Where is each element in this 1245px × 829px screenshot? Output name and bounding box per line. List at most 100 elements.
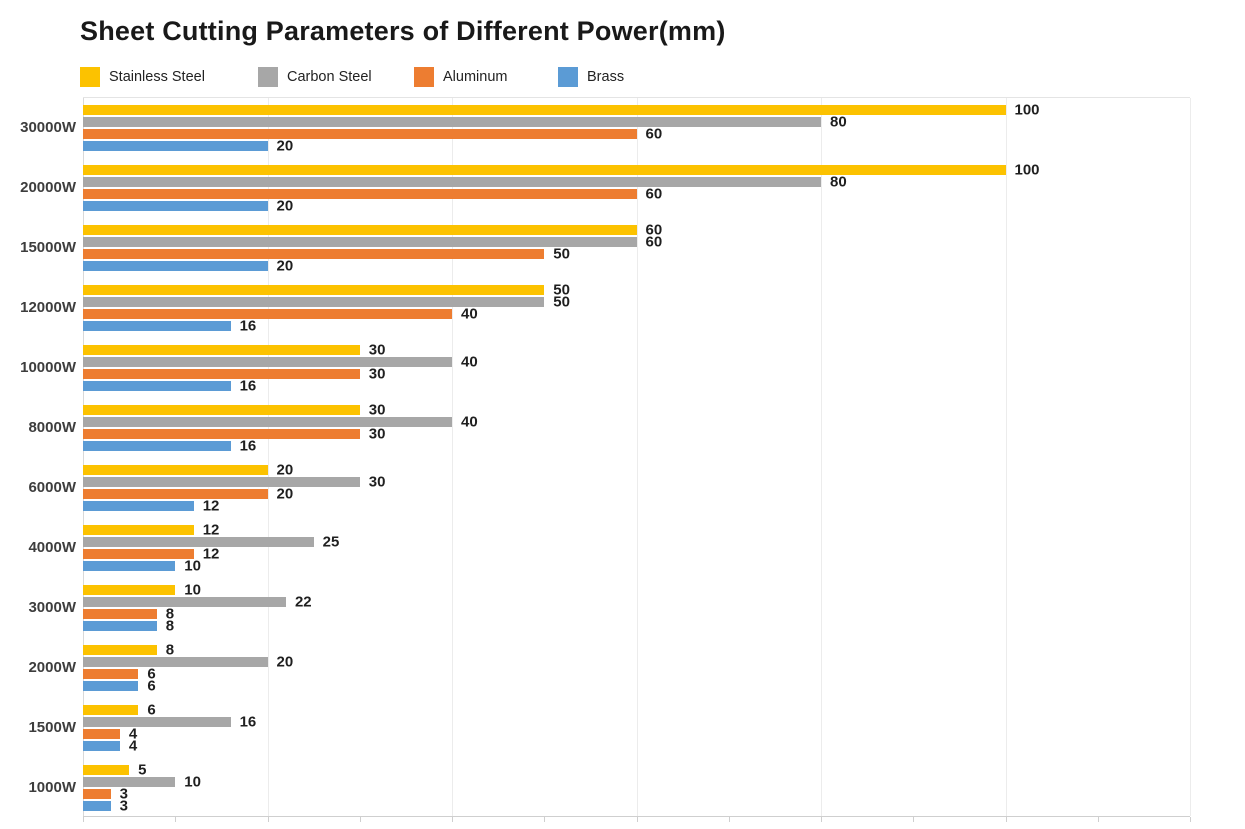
x-axis-tick xyxy=(821,817,822,822)
bar-carbon-steel-10000w[interactable] xyxy=(83,357,452,367)
value-label: 60 xyxy=(645,221,663,239)
bar-brass-6000w[interactable] xyxy=(83,501,194,511)
bar-brass-10000w[interactable] xyxy=(83,381,231,391)
gridline-x-60 xyxy=(636,98,638,816)
bar-brass-30000w[interactable] xyxy=(83,141,268,151)
value-label: 5 xyxy=(138,761,147,779)
value-label: 80 xyxy=(830,113,847,131)
bar-row: 20 xyxy=(83,653,1190,671)
bar-brass-4000w[interactable] xyxy=(83,561,176,571)
value-label: 8 xyxy=(165,605,175,623)
bar-row: 60 xyxy=(83,221,1190,239)
bar-carbon-steel-8000w[interactable] xyxy=(83,417,452,427)
bar-stainless-steel-30000w[interactable] xyxy=(83,105,1006,115)
bar-carbon-steel-15000w[interactable] xyxy=(83,237,637,247)
bar-carbon-steel-4000w[interactable] xyxy=(83,537,314,547)
bar-row: 100 xyxy=(83,103,1190,118)
bar-carbon-steel-6000w[interactable] xyxy=(83,477,360,487)
bar-carbon-steel-3000w[interactable] xyxy=(83,597,286,607)
category-label-1000w: 1000W xyxy=(28,778,76,796)
bar-row: 10 xyxy=(83,559,1190,574)
bar-group-20000w: 100 80 60 20 xyxy=(83,158,1190,218)
bar-group-10000w: 30 40 30 16 xyxy=(83,338,1190,398)
bar-brass-3000w[interactable] xyxy=(83,621,157,631)
bar-group-3000w: 10 22 8 8 xyxy=(83,578,1190,638)
bar-stainless-steel-1500w[interactable] xyxy=(83,705,139,715)
value-label: 40 xyxy=(461,413,478,431)
value-label: 6 xyxy=(147,665,156,683)
value-label: 20 xyxy=(276,653,294,671)
bar-brass-8000w[interactable] xyxy=(83,441,231,451)
bar-brass-15000w[interactable] xyxy=(83,261,268,271)
bar-brass-1000w[interactable] xyxy=(83,801,111,811)
x-axis-tick xyxy=(1190,817,1191,822)
bar-carbon-steel-30000w[interactable] xyxy=(83,117,821,127)
bar-stainless-steel-3000w[interactable] xyxy=(83,585,176,595)
value-label: 10 xyxy=(184,581,201,599)
bar-row: 40 xyxy=(83,305,1190,323)
bar-row: 30 xyxy=(83,427,1190,442)
bar-aluminum-8000w[interactable] xyxy=(83,429,360,439)
bar-row: 12 xyxy=(83,499,1190,514)
legend-label: Aluminum xyxy=(443,69,508,86)
bar-aluminum-3000w[interactable] xyxy=(83,609,157,619)
bar-row: 8 xyxy=(83,643,1190,658)
bar-group-6000w: 20 30 20 12 xyxy=(83,458,1190,518)
bar-stainless-steel-2000w[interactable] xyxy=(83,645,157,655)
bar-row: 4 xyxy=(83,727,1190,742)
chart-title: Sheet Cutting Parameters of Different Po… xyxy=(80,16,726,46)
value-label: 40 xyxy=(461,305,478,323)
bar-aluminum-6000w[interactable] xyxy=(83,489,268,499)
bar-carbon-steel-12000w[interactable] xyxy=(83,297,545,307)
bar-aluminum-10000w[interactable] xyxy=(83,369,360,379)
bar-aluminum-2000w[interactable] xyxy=(83,669,139,679)
value-label: 20 xyxy=(276,137,294,155)
bar-carbon-steel-20000w[interactable] xyxy=(83,177,821,187)
bar-aluminum-12000w[interactable] xyxy=(83,309,452,319)
bar-stainless-steel-20000w[interactable] xyxy=(83,165,1006,175)
bar-row: 30 xyxy=(83,403,1190,418)
bar-stainless-steel-6000w[interactable] xyxy=(83,465,268,475)
bar-carbon-steel-1000w[interactable] xyxy=(83,777,176,787)
bar-row: 40 xyxy=(83,355,1190,370)
legend-item-carbon-steel[interactable]: Carbon Steel xyxy=(258,66,414,88)
bar-stainless-steel-8000w[interactable] xyxy=(83,405,360,415)
bar-stainless-steel-1000w[interactable] xyxy=(83,765,130,775)
bar-stainless-steel-12000w[interactable] xyxy=(83,285,545,295)
bar-aluminum-4000w[interactable] xyxy=(83,549,194,559)
bar-aluminum-15000w[interactable] xyxy=(83,249,545,259)
bar-group-12000w: 50 50 40 16 xyxy=(83,278,1190,338)
legend-item-brass[interactable]: Brass xyxy=(558,66,624,88)
bar-aluminum-30000w[interactable] xyxy=(83,129,637,139)
bar-row: 40 xyxy=(83,413,1190,431)
bar-row: 6 xyxy=(83,703,1190,718)
legend-swatch-icon xyxy=(558,67,578,87)
bar-aluminum-20000w[interactable] xyxy=(83,189,637,199)
bar-row: 25 xyxy=(83,535,1190,550)
x-axis-tick xyxy=(1005,817,1007,822)
bar-stainless-steel-4000w[interactable] xyxy=(83,525,194,535)
bar-aluminum-1500w[interactable] xyxy=(83,729,120,739)
bar-brass-2000w[interactable] xyxy=(83,681,139,691)
bar-row: 12 xyxy=(83,547,1190,562)
value-label: 60 xyxy=(645,185,663,203)
bar-brass-20000w[interactable] xyxy=(83,201,268,211)
bar-brass-12000w[interactable] xyxy=(83,321,231,331)
gridline-x-80 xyxy=(821,98,822,816)
bar-row: 8 xyxy=(83,619,1190,634)
bar-carbon-steel-2000w[interactable] xyxy=(83,657,268,667)
bar-stainless-steel-10000w[interactable] xyxy=(83,345,360,355)
legend-swatch-icon xyxy=(80,67,100,87)
bar-aluminum-1000w[interactable] xyxy=(83,789,111,799)
y-axis-line xyxy=(83,98,84,816)
bar-row: 6 xyxy=(83,679,1190,694)
bar-stainless-steel-15000w[interactable] xyxy=(83,225,637,235)
bar-group-2000w: 8 20 6 6 xyxy=(83,638,1190,698)
legend-item-aluminum[interactable]: Aluminum xyxy=(414,66,558,88)
bar-carbon-steel-1500w[interactable] xyxy=(83,717,231,727)
legend-item-stainless-steel[interactable]: Stainless Steel xyxy=(80,66,258,88)
category-label-12000w: 12000W xyxy=(20,298,76,316)
category-label-8000w: 8000W xyxy=(28,418,76,436)
x-axis-tick xyxy=(728,817,730,822)
bar-brass-1500w[interactable] xyxy=(83,741,120,751)
